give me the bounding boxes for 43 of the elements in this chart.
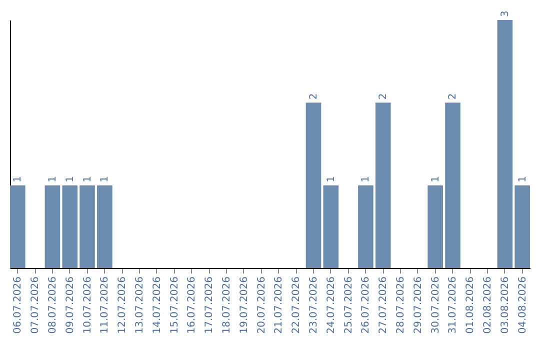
x-tick-label: 06.07.2026 (12, 276, 24, 334)
x-tick-label: 02.08.2026 (482, 276, 494, 334)
x-tick-label: 27.07.2026 (378, 276, 390, 334)
data-label: 1 (82, 176, 94, 182)
data-label: 1 (64, 176, 76, 182)
x-tick-label: 12.07.2026 (117, 276, 128, 334)
data-label: 1 (430, 176, 442, 182)
data-label: 1 (12, 176, 24, 182)
x-tick-label: 18.07.2026 (221, 276, 232, 334)
data-label: 2 (308, 93, 320, 100)
data-label: 1 (326, 176, 337, 182)
x-tick-label: 24.07.2026 (326, 276, 337, 334)
x-tick-label: 07.07.2026 (30, 276, 42, 334)
x-tick-label: 04.08.2026 (517, 276, 528, 334)
x-tick-label: 23.07.2026 (308, 276, 320, 334)
x-tick-label: 21.07.2026 (274, 276, 285, 334)
x-tick-label: 15.07.2026 (169, 276, 180, 334)
x-tick-label: 19.07.2026 (238, 276, 250, 334)
data-label: 2 (448, 93, 459, 100)
data-label: 2 (378, 93, 390, 100)
x-tick-label: 28.07.2026 (396, 276, 407, 334)
data-label: 1 (47, 176, 58, 182)
x-tick-label: 13.07.2026 (134, 276, 146, 334)
data-label: 1 (360, 176, 372, 182)
x-tick-label: 22.07.2026 (291, 276, 302, 334)
x-tick-label: 16.07.2026 (186, 276, 198, 334)
data-label: 1 (100, 176, 111, 182)
x-tick-label: 09.07.2026 (64, 276, 76, 334)
x-tick-label: 10.07.2026 (82, 276, 94, 334)
x-tick-label: 11.07.2026 (100, 276, 111, 334)
x-tick-label: 25.07.2026 (343, 276, 354, 334)
x-tick-label: 01.08.2026 (465, 276, 476, 334)
x-tick-label: 20.07.2026 (256, 276, 268, 334)
x-tick-label: 29.07.2026 (412, 276, 424, 334)
data-label: 1 (517, 176, 528, 182)
x-tick-label: 26.07.2026 (360, 276, 372, 334)
x-tick-label: 03.08.2026 (500, 276, 511, 334)
x-tick-label: 08.07.2026 (47, 276, 58, 334)
x-tick-label: 31.07.2026 (448, 276, 459, 334)
data-label: 3 (500, 10, 511, 17)
x-tick-label: 17.07.2026 (204, 276, 216, 334)
x-tick-label: 14.07.2026 (152, 276, 163, 334)
x-tick-label: 30.07.2026 (430, 276, 442, 334)
